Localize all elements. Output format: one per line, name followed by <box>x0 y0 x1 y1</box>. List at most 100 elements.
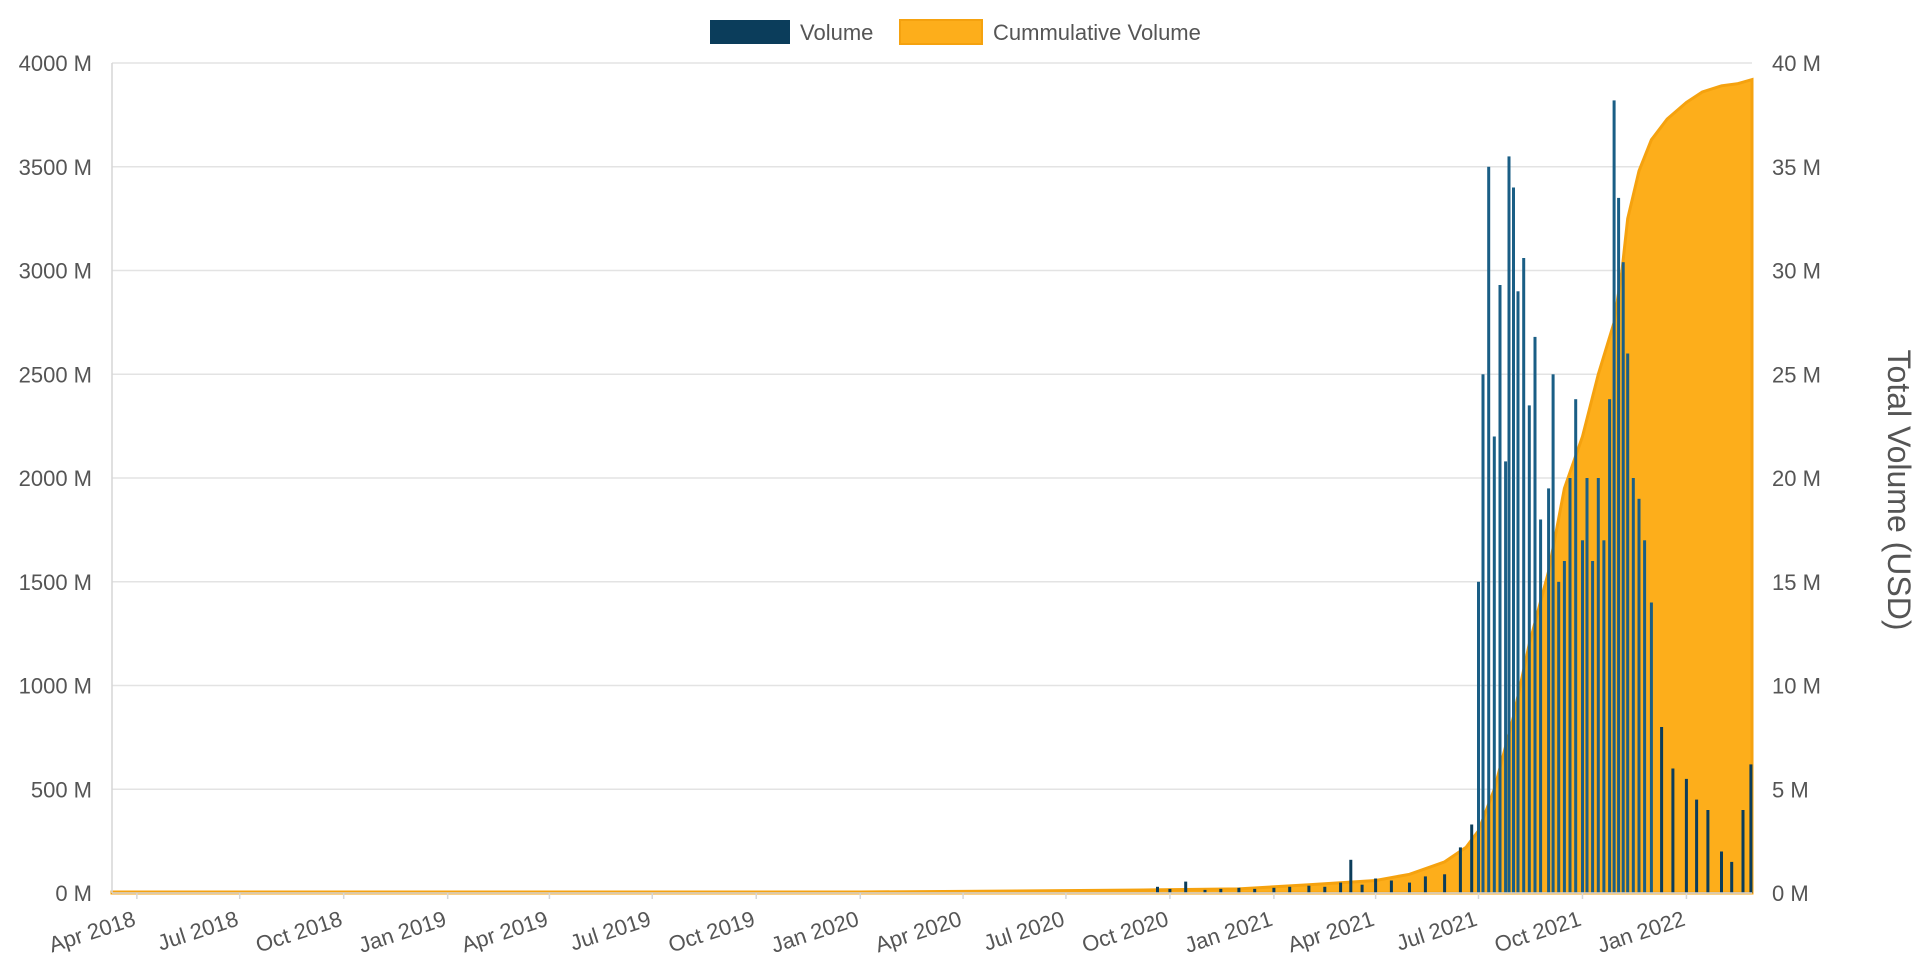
y-right-axis-title: Total Volume (USD) <box>1881 350 1917 631</box>
y-left-tick-label: 1500 M <box>19 570 92 595</box>
grid <box>112 62 1752 894</box>
volume-bar <box>1527 405 1531 893</box>
volume-bar <box>1720 851 1723 893</box>
volume-bar <box>1539 519 1543 893</box>
x-tick-label: Jan 2022 <box>1594 906 1688 958</box>
volume-bar <box>1706 810 1710 893</box>
volume-bar <box>1562 561 1566 893</box>
volume-bar <box>1288 886 1292 893</box>
volume-bar <box>1649 602 1653 893</box>
volume-bar-layer <box>1156 100 1753 894</box>
volume-bar <box>1695 799 1699 893</box>
x-tick-label: Jul 2019 <box>567 906 654 955</box>
volume-bar <box>1498 285 1502 893</box>
x-tick-label: Apr 2021 <box>1285 906 1378 957</box>
volume-bar <box>1547 488 1551 893</box>
volume-bar <box>1487 166 1491 894</box>
legend-label-volume: Volume <box>800 20 873 45</box>
volume-bar <box>1591 561 1595 893</box>
volume-bar <box>1741 810 1745 893</box>
volume-bar <box>1272 887 1276 893</box>
x-tick-label: Oct 2019 <box>665 906 758 957</box>
volume-bar <box>1522 258 1526 893</box>
volume-bar <box>1458 847 1462 893</box>
volume-bar <box>1219 888 1223 893</box>
x-tick-label: Apr 2018 <box>46 906 139 957</box>
volume-bar <box>1443 874 1447 893</box>
volume-bar <box>1470 824 1474 893</box>
x-axis: Apr 2018 Jul 2018 Oct 2018 Jan 2019 Apr 2019… <box>46 893 1688 958</box>
volume-bar <box>1612 100 1616 893</box>
volume-bar <box>1684 778 1688 893</box>
y-left-tick-label: 3500 M <box>19 155 92 180</box>
x-tick-label: Oct 2020 <box>1079 906 1172 957</box>
volume-bar <box>1389 880 1393 893</box>
volume-bar <box>1184 881 1188 893</box>
volume-bar <box>1168 888 1172 893</box>
volume-bar <box>1749 764 1753 893</box>
volume-bar <box>1516 291 1520 894</box>
volume-bar <box>1533 336 1537 893</box>
volume-bar <box>1423 876 1427 893</box>
legend: Volume Cummulative Volume <box>710 19 1201 45</box>
legend-item-cumulative[interactable]: Cummulative Volume <box>899 19 1201 45</box>
y-right-tick-label: 10 M <box>1772 674 1821 699</box>
y-left-tick-label: 500 M <box>31 777 92 802</box>
volume-bar <box>1730 861 1734 893</box>
x-tick-label: Jul 2018 <box>154 906 241 955</box>
volume-bar <box>1557 581 1561 894</box>
volume-bar <box>1349 859 1353 893</box>
volume-bar <box>1477 581 1480 894</box>
x-tick-label: Jul 2021 <box>1393 906 1480 955</box>
volume-bar <box>1660 727 1664 893</box>
y-right-tick-label: 40 M <box>1772 51 1821 76</box>
volume-bar <box>1492 436 1496 893</box>
y-right-axis: 0 M 5 M 10 M 15 M 20 M 25 M 30 M 35 M 40 M <box>1772 51 1821 906</box>
x-tick-label: Apr 2020 <box>872 906 965 957</box>
volume-bar <box>1608 399 1612 893</box>
volume-bar <box>1617 197 1621 893</box>
y-left-tick-label: 2000 M <box>19 466 92 491</box>
volume-bar <box>1374 878 1378 893</box>
volume-bar <box>1307 885 1311 893</box>
y-left-tick-label: 1000 M <box>19 674 92 699</box>
volume-bar <box>1585 478 1589 893</box>
x-tick-label: Jan 2021 <box>1182 906 1276 958</box>
x-tick-label: Oct 2018 <box>253 906 346 957</box>
volume-bar <box>1323 886 1327 893</box>
x-tick-label: Jul 2020 <box>981 906 1068 955</box>
volume-bar <box>1156 886 1159 893</box>
volume-bar <box>1631 478 1635 893</box>
x-tick-label: Jan 2019 <box>355 906 449 958</box>
legend-item-volume[interactable]: Volume <box>710 20 873 45</box>
x-tick-label: Jan 2020 <box>768 906 862 958</box>
volume-bar <box>1621 262 1625 893</box>
volume-bar <box>1360 884 1364 893</box>
volume-bar <box>1253 888 1257 893</box>
volume-bar <box>1602 540 1606 894</box>
volume-bar <box>1568 478 1572 893</box>
y-right-tick-label: 30 M <box>1772 259 1821 284</box>
volume-bar <box>1581 540 1584 894</box>
y-right-tick-label: 5 M <box>1772 777 1809 802</box>
volume-bar <box>1671 768 1675 893</box>
volume-bar <box>1504 461 1508 893</box>
legend-swatch-cumulative <box>899 19 983 45</box>
y-right-tick-label: 35 M <box>1772 155 1821 180</box>
x-tick-label: Oct 2021 <box>1491 906 1584 957</box>
y-right-tick-label: 15 M <box>1772 570 1821 595</box>
legend-label-cumulative: Cummulative Volume <box>993 20 1201 45</box>
volume-bar <box>1512 187 1515 893</box>
volume-bar <box>1637 498 1641 894</box>
y-right-tick-label: 25 M <box>1772 362 1821 387</box>
volume-bar <box>1596 478 1600 893</box>
y-left-tick-label: 0 M <box>55 881 92 906</box>
y-left-tick-label: 2500 M <box>19 362 92 387</box>
volume-bar <box>1626 353 1630 893</box>
volume-bar <box>1203 889 1207 893</box>
volume-bar <box>1237 887 1241 893</box>
volume-bar <box>1507 156 1511 893</box>
y-left-axis: 0 M 500 M 1000 M 1500 M 2000 M 2500 M 3000 M 35… <box>19 51 92 906</box>
volume-bar <box>1551 374 1555 894</box>
